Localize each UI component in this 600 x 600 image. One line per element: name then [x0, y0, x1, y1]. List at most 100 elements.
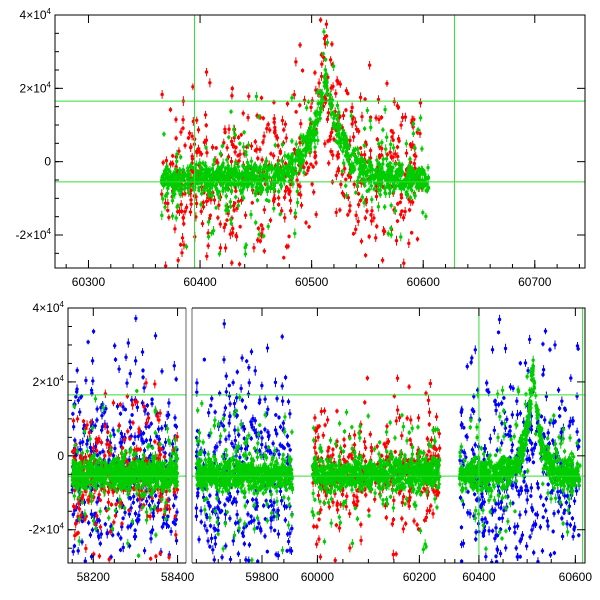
top-s0-marker [367, 63, 372, 67]
bottom-s0-marker [97, 518, 101, 523]
top-s0-marker [199, 209, 203, 214]
bottom-s0-marker [170, 442, 175, 446]
top-s0-marker [204, 123, 208, 128]
bottom-s0-marker [249, 420, 253, 424]
bottom-s0-marker [144, 499, 149, 503]
bottom-s0-marker [160, 426, 164, 430]
top-s0-marker [390, 135, 394, 139]
top-s0-marker [351, 232, 356, 236]
bottom-s0-marker [115, 404, 120, 409]
bottom-s0-marker [95, 453, 100, 458]
bottom-s0-marker [241, 534, 246, 538]
top-s1-marker [234, 195, 238, 199]
top-s1-marker [202, 185, 207, 189]
top-s1-marker [276, 178, 280, 182]
bottom-s0-marker [236, 552, 241, 556]
top-s1-marker [329, 103, 334, 108]
top-s1-marker [335, 140, 340, 145]
top-s0-marker [365, 209, 369, 213]
top-s0-marker [196, 147, 201, 151]
top-s1-marker [381, 170, 385, 175]
top-s1-marker [229, 217, 233, 222]
top-s0-marker [222, 225, 226, 230]
top-s1-marker [265, 171, 269, 175]
top-s0-marker [292, 147, 297, 152]
top-s1-marker [390, 177, 395, 181]
top-s1-marker [201, 161, 205, 165]
bottom-s0-marker [247, 543, 252, 547]
top-s1-marker [198, 161, 202, 165]
top-s0-marker [278, 149, 283, 153]
top-s0-marker [196, 128, 201, 132]
top-s0-marker [230, 261, 234, 265]
bottom-s0-marker [205, 515, 209, 520]
top-s0-marker [379, 115, 384, 120]
bottom-s0-marker [169, 529, 173, 534]
bottom-s0-marker [213, 410, 217, 414]
bottom-s0-marker [251, 416, 255, 421]
top-s0-marker [319, 74, 324, 79]
bottom-s0-marker [280, 399, 285, 403]
top-s1-marker [225, 158, 229, 162]
top-s1-marker [356, 151, 361, 156]
top-s1-marker [391, 146, 396, 150]
top-s0-marker [262, 249, 267, 253]
bottom-s0-marker [253, 418, 257, 423]
bottom-s0-marker [123, 407, 128, 412]
top-s0-marker [400, 115, 405, 120]
bottom-s0-marker [107, 458, 111, 462]
top-s0-marker [250, 201, 254, 205]
top-s1-marker [170, 199, 175, 203]
top-s1-marker [278, 212, 282, 216]
top-s1-marker [328, 93, 332, 97]
top-s0-marker [399, 196, 404, 200]
bottom-s0-marker [208, 544, 212, 549]
top-s1-marker [323, 68, 328, 72]
top-s1-marker [159, 178, 164, 183]
top-s0-marker [334, 173, 339, 178]
top-s0-marker [236, 153, 240, 158]
top-s1-marker [408, 196, 413, 200]
top-s1-marker [243, 245, 247, 250]
bottom-s0-marker [172, 364, 176, 368]
top-s0-marker [328, 58, 333, 62]
top-s0-marker [256, 226, 261, 231]
bottom-s0-marker [249, 350, 254, 354]
top-s1-marker [247, 164, 251, 168]
top-s0-marker [163, 264, 168, 268]
top-s1-marker [259, 190, 263, 195]
top-s0-marker [368, 148, 373, 153]
top-s0-marker [399, 192, 403, 197]
bottom-s0-marker [268, 499, 273, 503]
top-s1-marker [163, 176, 168, 180]
bottom-s0-marker [142, 386, 146, 390]
bottom-s0-marker [275, 396, 279, 401]
bottom-s0-marker [269, 526, 273, 530]
top-s0-marker [314, 212, 318, 217]
top-s1-marker [411, 122, 416, 126]
top-s1-marker [308, 133, 312, 138]
top-s0-marker [177, 149, 181, 153]
top-s1-marker [404, 177, 408, 181]
top-s0-marker [225, 146, 229, 150]
bottom-s0-marker [75, 368, 79, 373]
bottom-s0-marker [126, 341, 131, 345]
top-s1-marker [316, 138, 320, 143]
bottom-s0-marker [263, 534, 267, 538]
bottom-s0-marker [272, 514, 276, 519]
top-s0-marker [326, 75, 330, 79]
top-s1-marker [280, 158, 284, 163]
bottom-s0-marker [125, 381, 129, 385]
top-s1-marker [243, 177, 247, 181]
bottom-s0-marker [140, 437, 144, 441]
bottom-s0-marker [234, 500, 238, 504]
top-s1-marker [338, 145, 343, 149]
top-s1-marker [245, 160, 250, 165]
bottom-s0-marker [289, 549, 294, 553]
top-s1-marker [179, 189, 183, 193]
top-s1-marker [203, 163, 207, 168]
top-s1-marker [195, 171, 199, 175]
top-panel: 60300 60400 60500 60600 60700 -2×104 0 2×104 4×1… [16, 7, 586, 289]
bottom-s0-marker [220, 555, 224, 559]
bottom-s0-marker [235, 414, 239, 418]
